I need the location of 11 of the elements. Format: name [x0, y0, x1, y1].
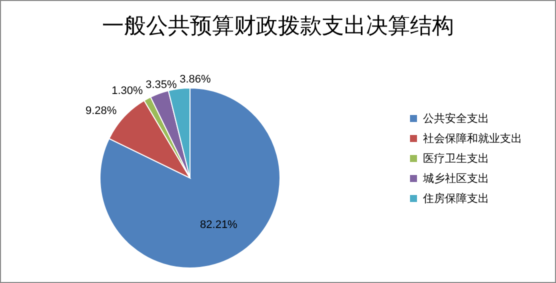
legend-label: 住房保障支出 — [423, 192, 489, 205]
legend-label: 城乡社区支出 — [422, 172, 489, 185]
data-label: 9.28% — [85, 105, 117, 118]
legend-label: 社会保障和就业支出 — [423, 132, 522, 145]
data-label: 3.35% — [146, 78, 178, 91]
chart-title: 一般公共预算财政拨款支出决算结构 — [102, 13, 454, 38]
legend-label: 公共安全支出 — [423, 112, 489, 125]
data-label: 82.21% — [200, 218, 238, 231]
legend-label: 医疗卫生支出 — [423, 152, 489, 165]
data-label: 1.30% — [112, 84, 144, 97]
data-label: 3.86% — [180, 74, 212, 86]
